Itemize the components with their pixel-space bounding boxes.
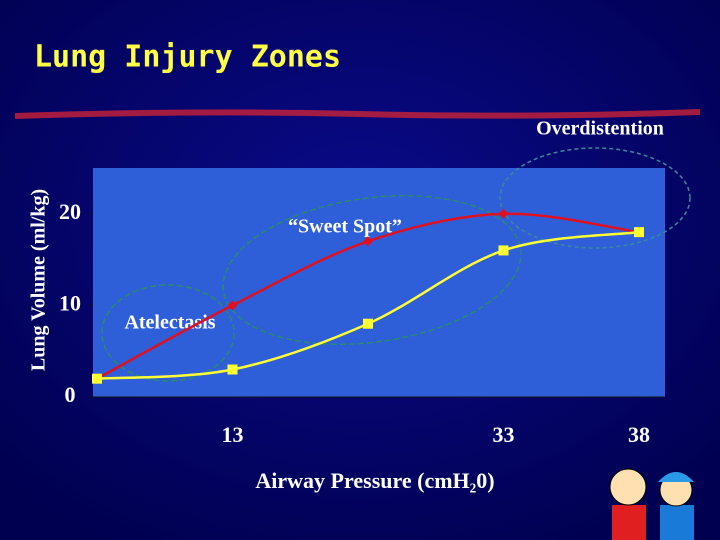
marker: [227, 364, 238, 375]
x-axis-label: Airway Pressure (cmH₂0): [255, 468, 494, 493]
slide-title: Lung Injury Zones: [34, 40, 341, 75]
y-tick-label: 10: [59, 290, 81, 315]
cap: [658, 472, 694, 482]
marker: [498, 245, 509, 256]
plot-area: [93, 168, 665, 397]
marker: [634, 227, 644, 238]
zone-ellipse: [101, 284, 235, 382]
annotation: Overdistention: [536, 118, 664, 140]
annotation: “Sweet Spot”: [288, 216, 402, 238]
marker: [498, 208, 509, 219]
zone-ellipse: [499, 147, 691, 249]
y-tick-label: 20: [59, 199, 81, 224]
marker: [92, 373, 102, 384]
y-tick-label: 0: [65, 382, 76, 407]
shirt: [660, 505, 694, 540]
x-tick-label: 38: [628, 422, 650, 447]
zone-ellipse: [222, 194, 522, 346]
shirt: [612, 505, 646, 540]
marker: [227, 300, 238, 311]
brush-stroke: [14, 109, 701, 119]
annotation: Atelectasis: [124, 312, 215, 334]
marker: [363, 318, 373, 329]
x-tick-label: 33: [493, 422, 515, 447]
y-axis-label: Lung Volume (ml/kg): [28, 189, 50, 371]
kids-clipart: [609, 468, 694, 540]
head: [609, 468, 647, 506]
x-tick-label: 13: [222, 422, 244, 447]
marker: [363, 236, 373, 247]
